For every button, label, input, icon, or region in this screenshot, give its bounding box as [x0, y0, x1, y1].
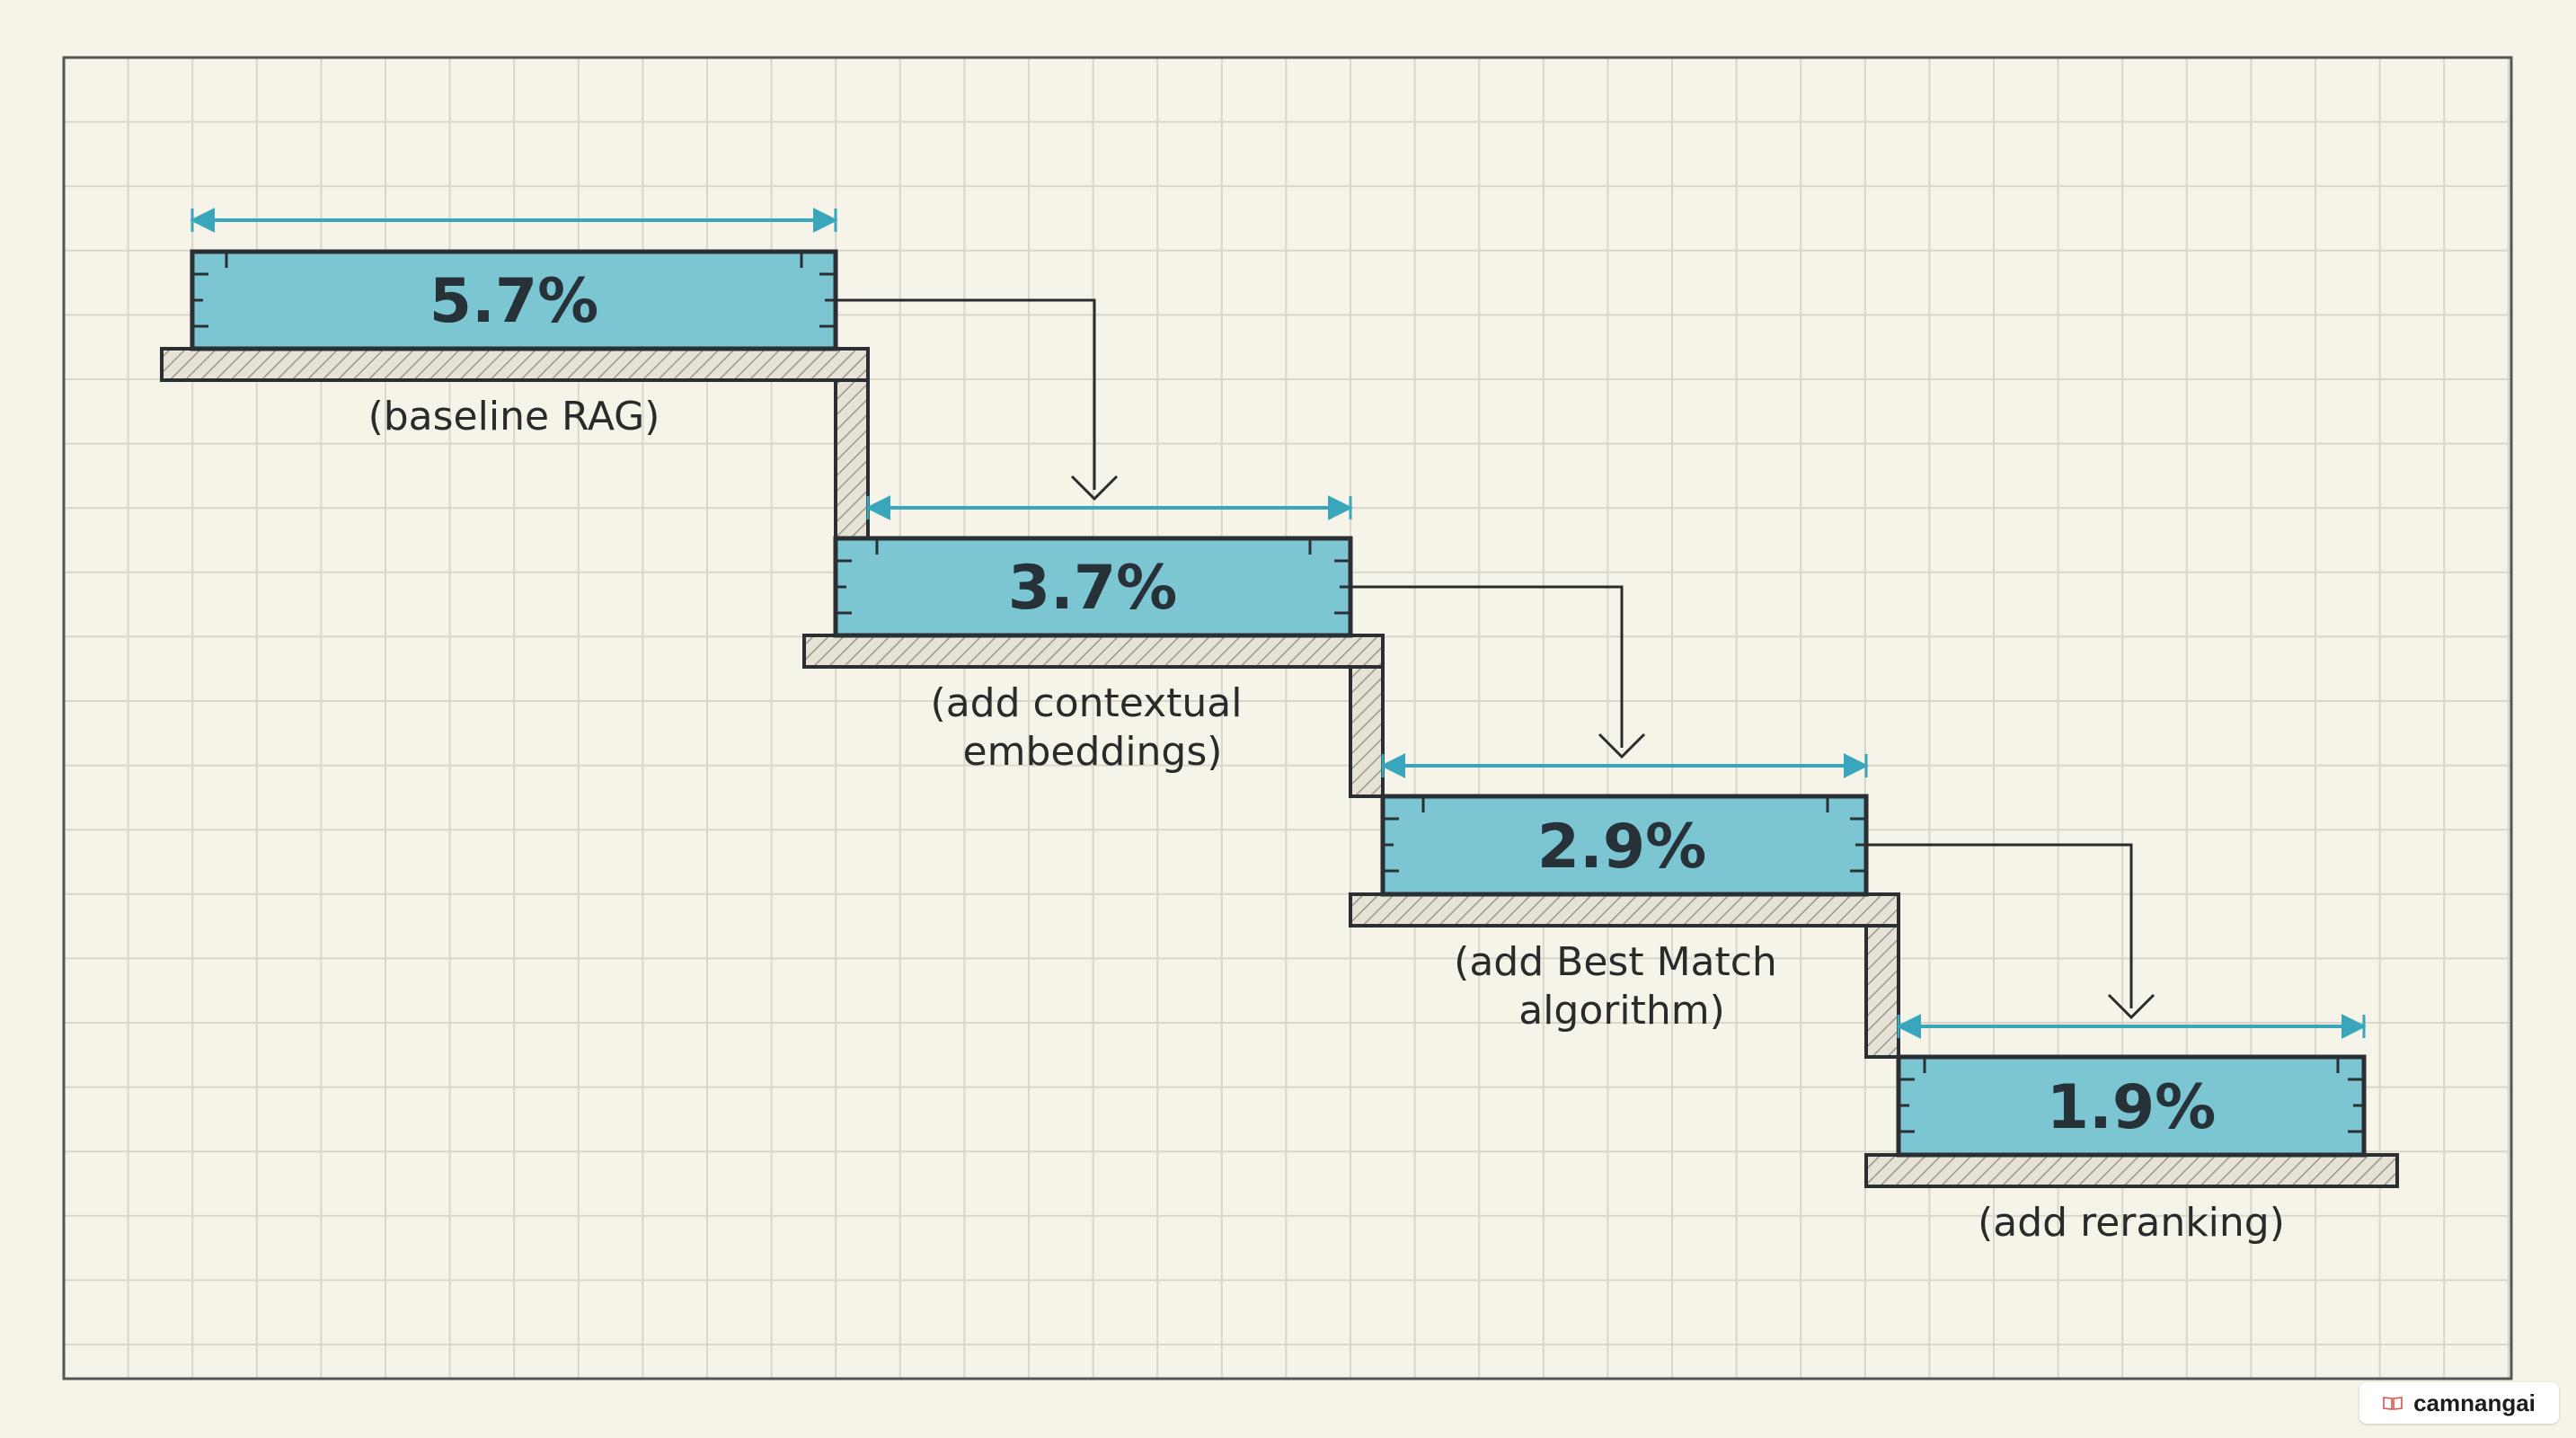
- step-1-ruler-ticks: [192, 252, 836, 328]
- step-2-value-block: [833, 536, 1353, 638]
- step-3-label-line-2: algorithm): [1518, 988, 1725, 1034]
- step-2-label-line-2: embeddings): [963, 729, 1223, 775]
- step-4-label-line-1: (add reranking): [1978, 1200, 2285, 1246]
- step-4-value-block: [1896, 1054, 2367, 1158]
- step-3-value: 2.9%: [1537, 812, 1707, 883]
- step-3: 2.9% (add Best Match algorithm): [1349, 753, 2156, 1059]
- step-4-value: 1.9%: [2047, 1072, 2217, 1143]
- step-4-ruler-ticks: [1899, 1057, 2364, 1133]
- step-3-connector: [1864, 924, 1900, 1059]
- step-3-shelf: [1349, 892, 1900, 928]
- step-2-arrow: [1350, 585, 1624, 748]
- step-1: 5.7% (baseline RAG): [160, 208, 1119, 540]
- diagram-frame: [62, 56, 2513, 1380]
- step-1-shelf: [160, 347, 870, 382]
- step-2-label-line-1: (add contextual: [931, 680, 1243, 726]
- step-1-label: (baseline RAG): [368, 394, 660, 439]
- step-2-label: (add contextual embeddings): [931, 680, 1255, 775]
- step-2: 3.7% (add contextual embeddings): [802, 495, 1646, 798]
- step-4-label: (add reranking): [1978, 1200, 2285, 1246]
- step-2-connector: [1349, 665, 1385, 798]
- step-3-arrow: [1866, 843, 2133, 1008]
- watermark-badge: camnangai: [2359, 1382, 2559, 1424]
- step-1-arrow: [836, 298, 1096, 490]
- step-1-connector: [834, 378, 870, 540]
- watermark-text: camnangai: [2413, 1389, 2536, 1416]
- step-1-label-line-1: (baseline RAG): [368, 394, 660, 439]
- book-icon: [2383, 1397, 2403, 1410]
- step-3-label: (add Best Match algorithm): [1454, 939, 1790, 1034]
- step-2-value: 3.7%: [1008, 553, 1178, 624]
- step-3-ruler-ticks: [1383, 796, 1866, 873]
- step-2-ruler-ticks: [836, 538, 1350, 615]
- step-2-shelf: [802, 634, 1385, 669]
- step-4: 1.9% (add reranking): [1864, 1014, 2399, 1246]
- step-1-value: 5.7%: [429, 266, 599, 337]
- step-4-shelf: [1864, 1153, 2399, 1188]
- step-3-label-line-1: (add Best Match: [1454, 939, 1777, 985]
